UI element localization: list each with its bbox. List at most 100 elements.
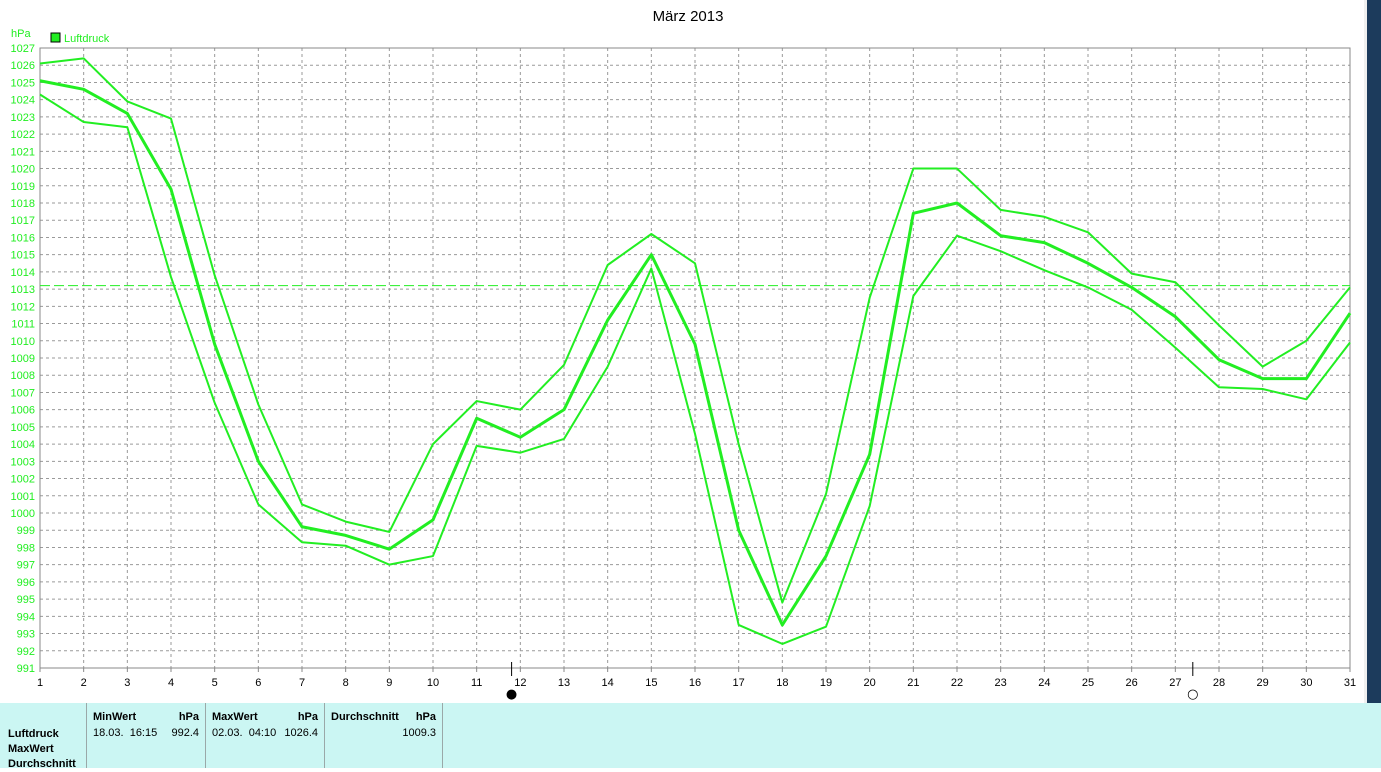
stats-row-labels: Luftdruck MaxWert Durchschnitt	[8, 727, 76, 772]
y-tick-label: 996	[17, 577, 35, 589]
y-tick-label: 994	[17, 611, 35, 623]
y-tick-label: 1019	[11, 181, 35, 193]
y-tick-label: 1009	[11, 353, 35, 365]
y-tick-label: 1012	[11, 301, 35, 313]
y-tick-label: 993	[17, 629, 35, 641]
x-tick-label: 10	[427, 677, 439, 689]
x-tick-label: 24	[1038, 677, 1050, 689]
window-edge	[1364, 0, 1381, 703]
x-tick-label: 9	[386, 677, 392, 689]
y-tick-label: 997	[17, 560, 35, 572]
y-tick-label: 991	[17, 663, 35, 675]
min-column: MinWert hPa 18.03. 16:15 992.4	[86, 703, 205, 768]
x-tick-label: 31	[1344, 677, 1356, 689]
x-tick-label: 8	[343, 677, 349, 689]
y-tick-label: 1023	[11, 112, 35, 124]
y-tick-label: 1020	[11, 164, 35, 176]
x-tick-label: 17	[733, 677, 745, 689]
y-tick-label: 1011	[11, 319, 35, 331]
series-line-avg	[39, 79, 1352, 627]
y-tick-label: 1004	[11, 439, 35, 451]
legend-label: Luftdruck	[64, 33, 110, 45]
avg-value: 1009.3	[402, 727, 436, 739]
max-value: 1026.4	[284, 727, 318, 739]
series-line-max	[39, 57, 1351, 604]
y-tick-label: 1024	[11, 95, 35, 107]
y-tick-label: 1005	[11, 422, 35, 434]
x-tick-label: 19	[820, 677, 832, 689]
y-tick-label: 1016	[11, 232, 35, 244]
y-tick-label: 1026	[11, 60, 35, 72]
x-tick-label: 29	[1257, 677, 1269, 689]
x-tick-label: 16	[689, 677, 701, 689]
y-tick-label: 1007	[11, 387, 35, 399]
pressure-chart: 991 992 993 994 995 996 997 998 999 1000 1001 1002 1…	[11, 8, 1357, 702]
stats-panel: Luftdruck MaxWert Durchschnitt MinWert h…	[0, 703, 1381, 770]
y-tick-label: 1025	[11, 77, 35, 89]
x-tick-label: 7	[299, 677, 305, 689]
row-label-luftdruck: Luftdruck	[8, 728, 59, 740]
min-value: 992.4	[171, 727, 199, 739]
y-tick-label: 1022	[11, 129, 35, 141]
x-tick-label: 18	[776, 677, 788, 689]
y-tick-label: 1008	[11, 370, 35, 382]
x-tick-label: 4	[168, 677, 174, 689]
x-tick-label: 30	[1300, 677, 1312, 689]
x-tick-label: 12	[514, 677, 526, 689]
max-header: MaxWert	[212, 711, 258, 723]
y-tick-label: 1015	[11, 250, 35, 262]
x-tick-label: 11	[471, 677, 482, 689]
row-label-durchschnitt: Durchschnitt	[8, 758, 76, 770]
y-tick-label: 1013	[11, 284, 35, 296]
y-tick-label: 1010	[11, 336, 35, 348]
max-datetime: 02.03. 04:10	[212, 727, 277, 739]
x-tick-label: 21	[907, 677, 919, 689]
plot-frame	[39, 47, 1351, 669]
avg-column: Durchschnitt hPa 1009.3	[324, 703, 443, 768]
row-label-maxwert: MaxWert	[8, 743, 54, 755]
y-tick-label: 992	[17, 646, 35, 658]
x-tick-label: 1	[37, 677, 43, 689]
y-tick-label: 1018	[11, 198, 35, 210]
new-moon-icon: ●	[506, 687, 517, 702]
x-tick-label: 23	[995, 677, 1007, 689]
y-tick-label: 1006	[11, 405, 35, 417]
x-tick-label: 22	[951, 677, 963, 689]
y-tick-label: 995	[17, 594, 35, 606]
chart-area: 991 992 993 994 995 996 997 998 999 1000 1001 1002 1…	[11, 0, 1381, 703]
avg-header: Durchschnitt	[331, 711, 399, 723]
y-tick-label: 1000	[11, 508, 35, 520]
x-tick-label: 6	[255, 677, 261, 689]
min-header: MinWert	[93, 711, 137, 723]
y-unit-label: hPa	[11, 28, 31, 40]
min-datetime: 18.03. 16:15	[93, 727, 158, 739]
x-tick-label: 25	[1082, 677, 1094, 689]
chart-title: März 2013	[653, 8, 724, 25]
avg-unit: hPa	[415, 711, 436, 723]
y-tick-label: 998	[17, 542, 35, 554]
max-unit: hPa	[297, 711, 318, 723]
y-tick-label: 1002	[11, 474, 35, 486]
y-tick-label: 999	[17, 525, 35, 537]
x-tick-label: 28	[1213, 677, 1225, 689]
series-line-min	[39, 93, 1351, 645]
y-tick-label: 1021	[11, 146, 35, 158]
x-tick-label: 3	[124, 677, 130, 689]
x-tick-label: 14	[602, 677, 614, 689]
x-tick-label: 27	[1169, 677, 1181, 689]
x-tick-label: 5	[212, 677, 218, 689]
legend-swatch	[50, 32, 61, 43]
y-tick-label: 1014	[11, 267, 35, 279]
min-unit: hPa	[178, 711, 199, 723]
y-tick-label: 1017	[11, 215, 35, 227]
x-tick-label: 13	[558, 677, 570, 689]
x-tick-label: 20	[864, 677, 876, 689]
full-moon-icon: ○	[1187, 687, 1198, 702]
y-tick-label: 1001	[11, 491, 35, 503]
x-tick-label: 26	[1126, 677, 1138, 689]
x-tick-label: 2	[81, 677, 87, 689]
y-tick-label: 1027	[11, 43, 35, 55]
y-tick-label: 1003	[11, 456, 35, 468]
max-column: MaxWert hPa 02.03. 04:10 1026.4	[205, 703, 324, 768]
x-tick-label: 15	[645, 677, 657, 689]
